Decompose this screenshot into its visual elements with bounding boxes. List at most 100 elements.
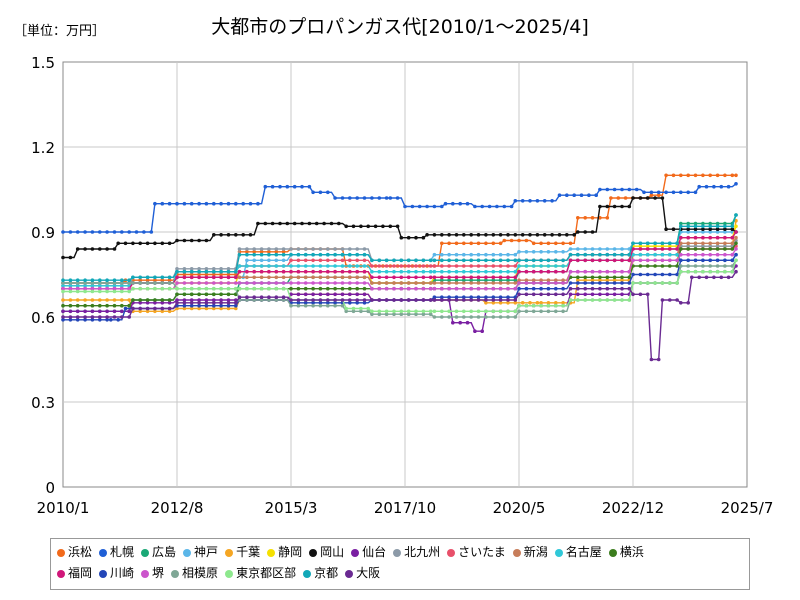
series-point	[462, 241, 466, 246]
series-point	[686, 252, 690, 257]
series-point	[123, 241, 128, 246]
series-point	[212, 275, 216, 280]
series-point	[245, 281, 249, 285]
series-point	[554, 278, 558, 283]
series-point	[476, 252, 481, 257]
series-point	[583, 247, 587, 251]
series-point	[531, 264, 536, 268]
series-point	[406, 235, 411, 240]
series-point	[120, 284, 124, 288]
series-point	[421, 258, 426, 263]
legend-item: 岡山	[309, 542, 344, 563]
legend-swatch	[303, 569, 312, 578]
series-point	[730, 227, 735, 231]
series-point	[189, 303, 194, 308]
series-point	[348, 301, 352, 305]
series-point	[326, 190, 330, 195]
series-point	[189, 238, 194, 243]
series-point	[546, 258, 551, 263]
series-point	[462, 315, 466, 319]
series-point	[708, 230, 712, 234]
series-point	[462, 298, 466, 302]
series-point	[259, 281, 264, 285]
series-point	[469, 309, 474, 314]
series-point	[645, 272, 650, 277]
series-point	[517, 258, 521, 263]
series-point	[498, 298, 503, 302]
series-point	[506, 295, 510, 300]
series-point	[469, 252, 474, 257]
series-point	[583, 292, 587, 297]
series-point	[285, 184, 290, 189]
series-point	[715, 244, 720, 248]
series-point	[432, 233, 437, 237]
series-point	[248, 233, 253, 237]
series-point	[274, 252, 279, 257]
series-point	[303, 269, 308, 274]
series-point	[686, 244, 690, 248]
series-point	[182, 281, 187, 285]
legend-label: 川崎	[110, 566, 135, 580]
series-point	[421, 298, 426, 302]
series-point	[469, 286, 474, 291]
series-point	[484, 295, 488, 300]
series-point	[421, 264, 426, 268]
series-point	[539, 278, 543, 283]
series-point	[506, 252, 510, 257]
series-point	[701, 224, 705, 229]
series-point	[668, 244, 672, 248]
series-point	[524, 264, 529, 268]
series-point	[348, 275, 352, 280]
series-point	[289, 286, 293, 291]
series-point	[145, 281, 150, 285]
series-point	[668, 247, 672, 251]
series-point	[68, 278, 73, 283]
legend-label: 名古屋	[565, 545, 602, 559]
series-point	[340, 275, 345, 280]
series-point	[531, 286, 536, 291]
series-point	[590, 230, 595, 234]
series-point	[715, 269, 720, 274]
series-point	[660, 281, 665, 285]
series-point	[447, 298, 451, 302]
series-point	[708, 252, 712, 257]
series-point	[484, 315, 488, 319]
series-point	[513, 281, 518, 285]
series-point	[120, 303, 124, 308]
series-point	[440, 269, 444, 274]
series-point	[281, 269, 286, 274]
series-point	[311, 190, 315, 195]
series-point	[289, 303, 293, 308]
series-point	[561, 309, 565, 314]
series-point	[539, 286, 543, 291]
series-point	[484, 275, 488, 280]
series-point	[234, 306, 238, 311]
series-point	[259, 298, 264, 302]
series-point	[112, 315, 117, 319]
series-point	[153, 306, 157, 311]
series-point	[576, 216, 580, 220]
series-point	[197, 298, 201, 302]
series-point	[112, 286, 117, 291]
series-point	[61, 318, 65, 322]
series-point	[348, 298, 352, 302]
series-point	[469, 298, 474, 302]
series-point	[605, 204, 610, 209]
series-point	[182, 306, 187, 311]
series-point	[440, 281, 444, 285]
series-point	[197, 267, 201, 271]
series-point	[513, 275, 518, 280]
legend-label: 札幌	[110, 545, 135, 559]
series-point	[83, 230, 87, 234]
series-point	[75, 315, 80, 319]
series-point	[333, 275, 337, 280]
series-point	[557, 233, 562, 237]
x-tick-label: 2020/5	[493, 499, 546, 517]
series-point	[693, 241, 698, 246]
y-tick-label: 0	[45, 479, 55, 497]
series-point	[653, 196, 657, 200]
series-point	[612, 258, 617, 263]
series-point	[281, 275, 286, 280]
series-point	[75, 309, 80, 314]
series-point	[189, 201, 194, 206]
